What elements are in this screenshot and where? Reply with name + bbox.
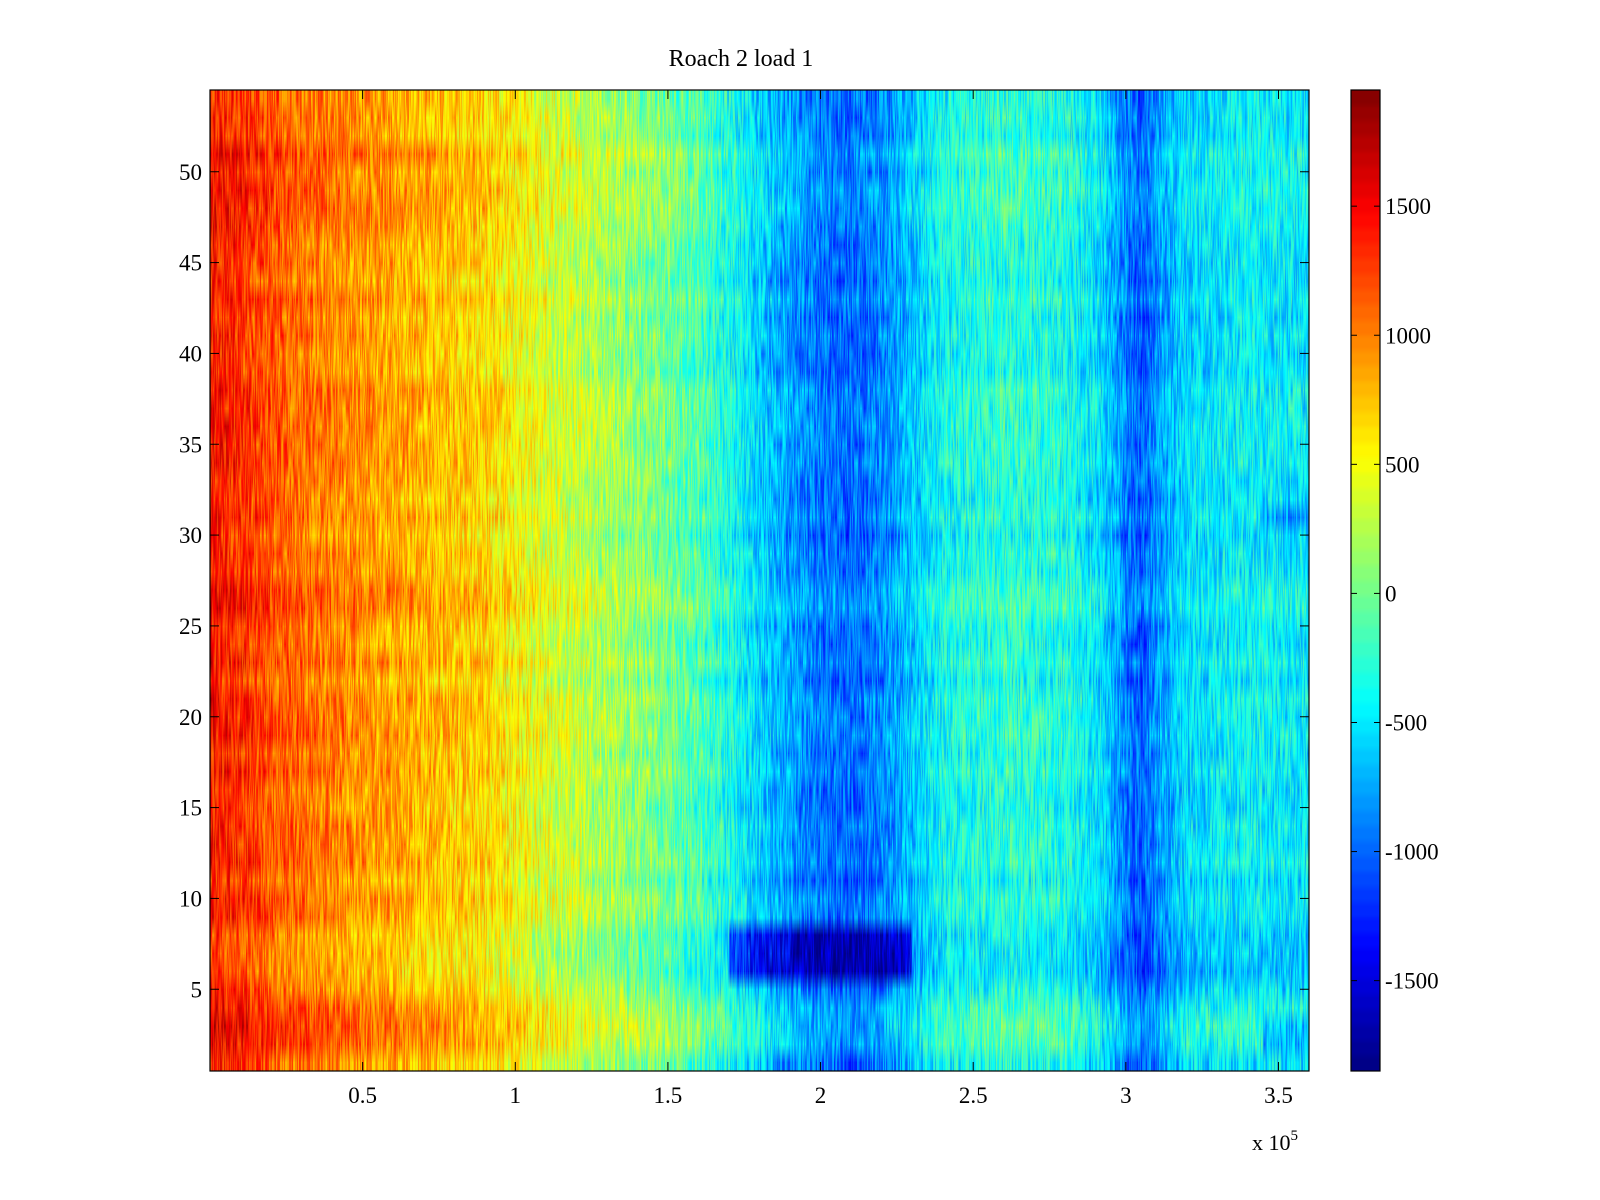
colorbar-tick-label: -1500	[1385, 969, 1439, 994]
x-tick-label: 0.5	[348, 1083, 377, 1108]
x-tick-label: 3	[1120, 1083, 1132, 1108]
colorbar-tick-label: 1500	[1385, 194, 1431, 219]
y-tick-label: 25	[179, 614, 202, 639]
heatmap-cells	[210, 90, 1309, 1071]
x-axis-multiplier-exponent: 5	[1291, 1128, 1299, 1144]
y-axis: 5 10 15 20 25 30 35 40 45 50	[179, 160, 1309, 1002]
plot-frame	[209, 89, 1310, 1072]
y-tick-label: 20	[179, 705, 202, 730]
x-axis-multiplier: x 105	[1252, 1128, 1298, 1155]
y-tick-label: 45	[179, 251, 202, 276]
y-tick-label: 35	[179, 432, 202, 457]
x-tick-label: 3.5	[1264, 1083, 1293, 1108]
x-axis: 0.5 1 1.5 2 2.5 3 3.5	[348, 90, 1293, 1108]
colorbar-tick-label: -1000	[1385, 840, 1439, 865]
y-tick-label: 50	[179, 160, 202, 185]
colorbar: -1500 -1000 -500 0 500 1000 1500	[1350, 89, 1439, 1072]
x-tick-label: 2.5	[959, 1083, 988, 1108]
colorbar-tick-label: -500	[1385, 710, 1427, 735]
y-tick-label: 15	[179, 796, 202, 821]
y-tick-label: 40	[179, 341, 202, 366]
y-tick-label: 10	[179, 886, 202, 911]
heatmap-plot-area: 0.5 1 1.5 2 2.5 3 3.5 5 10 15 20 25 30 35 40 45 50	[179, 89, 1310, 1108]
colorbar-tick-label: 1000	[1385, 323, 1431, 348]
chart-title: Roach 2 load 1	[669, 46, 814, 72]
colorbar-tick-label: 500	[1385, 452, 1420, 477]
x-tick-label: 1	[510, 1083, 522, 1108]
y-tick-label: 30	[179, 523, 202, 548]
colorbar-tick-label: 0	[1385, 581, 1397, 606]
colorbar-gradient	[1351, 90, 1380, 1071]
x-tick-label: 1.5	[654, 1083, 683, 1108]
colorbar-frame	[1350, 89, 1381, 1072]
y-tick-label: 5	[191, 977, 203, 1002]
colorbar-axis: -1500 -1000 -500 0 500 1000 1500	[1351, 194, 1439, 994]
x-tick-label: 2	[815, 1083, 827, 1108]
